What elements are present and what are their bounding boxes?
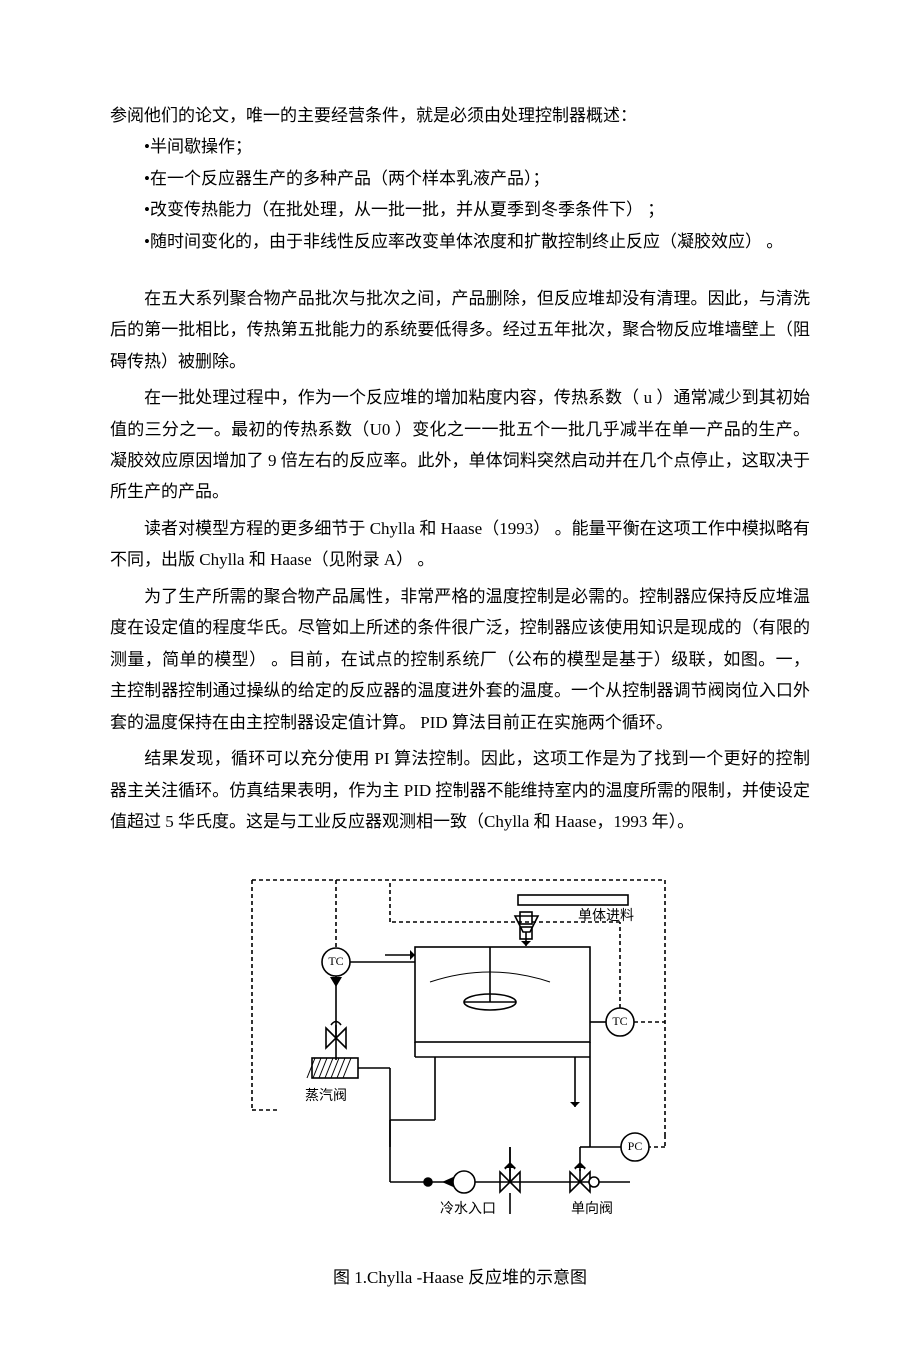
intro-line: 参阅他们的论文，唯一的主要经营条件，就是必须由处理控制器概述： bbox=[110, 100, 810, 131]
svg-text:TC: TC bbox=[328, 954, 343, 968]
paragraph-2: 在一批处理过程中，作为一个反应堆的增加粘度内容，传热系数（ u ）通常减少到其初… bbox=[110, 382, 810, 508]
paragraph-3: 读者对模型方程的更多细节于 Chylla 和 Haase（1993） 。能量平衡… bbox=[110, 513, 810, 576]
paragraph-1: 在五大系列聚合物产品批次与批次之间，产品删除，但反应堆却没有清理。因此，与清洗后… bbox=[110, 283, 810, 377]
svg-text:蒸汽阀: 蒸汽阀 bbox=[305, 1089, 347, 1105]
bullet-item: •半间歇操作； bbox=[144, 131, 810, 162]
bullet-list: •半间歇操作； •在一个反应器生产的多种产品（两个样本乳液产品）； •改变传热能… bbox=[144, 131, 810, 257]
svg-text:冷水入口: 冷水入口 bbox=[440, 1202, 496, 1218]
reactor-diagram: 单体进料TCTC蒸汽阀PC冷水入口单向阀 bbox=[230, 862, 690, 1252]
svg-text:单向阀: 单向阀 bbox=[571, 1202, 613, 1218]
bullet-item: •在一个反应器生产的多种产品（两个样本乳液产品）； bbox=[144, 163, 810, 194]
svg-text:PC: PC bbox=[628, 1139, 643, 1153]
paragraph-5: 结果发现，循环可以充分使用 PI 算法控制。因此，这项工作是为了找到一个更好的控… bbox=[110, 743, 810, 837]
paragraph-4: 为了生产所需的聚合物产品属性，非常严格的温度控制是必需的。控制器应保持反应堆温度… bbox=[110, 581, 810, 738]
bullet-item: •改变传热能力（在批处理，从一批一批，并从夏季到冬季条件下） ； bbox=[144, 194, 810, 225]
figure-1: 单体进料TCTC蒸汽阀PC冷水入口单向阀 图 1.Chylla -Haase 反… bbox=[110, 862, 810, 1293]
figure-caption: 图 1.Chylla -Haase 反应堆的示意图 bbox=[110, 1262, 810, 1293]
bullet-item: •随时间变化的，由于非线性反应率改变单体浓度和扩散控制终止反应（凝胶效应） 。 bbox=[144, 226, 810, 257]
svg-text:TC: TC bbox=[612, 1014, 627, 1028]
